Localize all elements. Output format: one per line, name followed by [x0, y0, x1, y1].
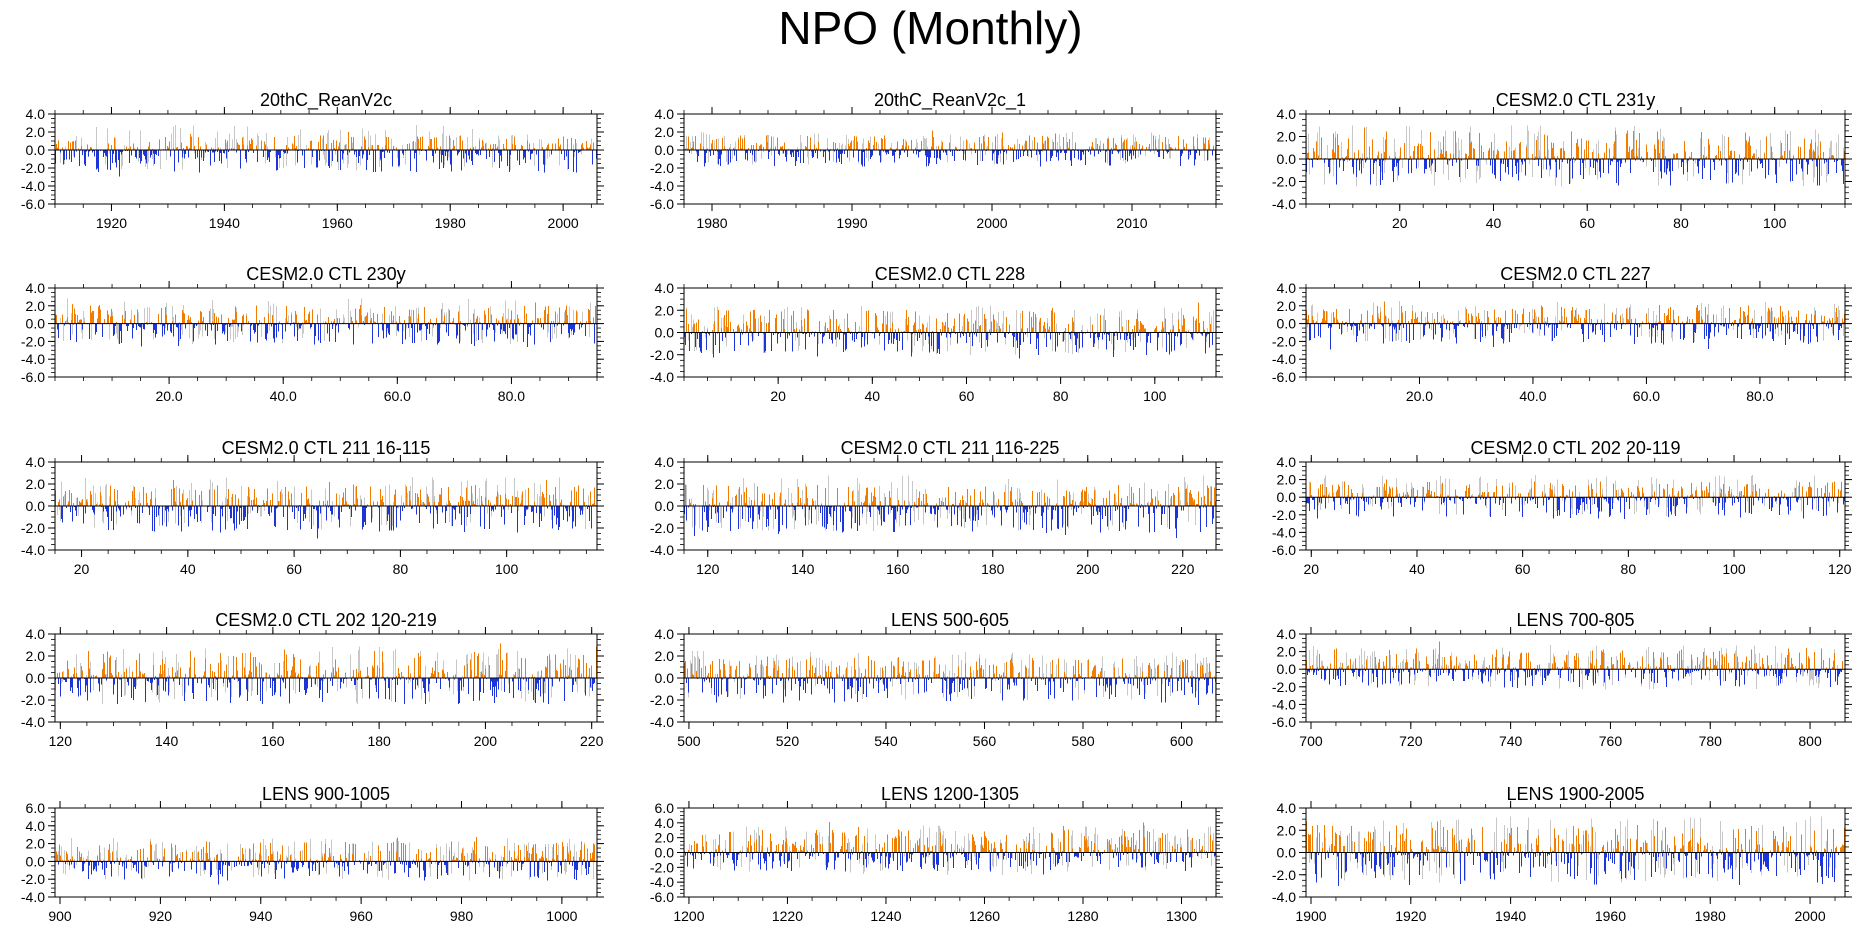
y-tick-label: -2.0 — [650, 347, 674, 363]
x-tick-label: 80.0 — [498, 388, 525, 404]
x-tick-label: 60 — [1579, 215, 1595, 231]
x-tick-label: 20 — [770, 388, 786, 404]
bar-series — [54, 124, 598, 177]
y-tick-label: -6.0 — [650, 196, 674, 212]
figure-title: NPO (Monthly) — [0, 2, 1861, 54]
x-tick-label: 1940 — [209, 215, 240, 231]
x-tick-label: 20.0 — [155, 388, 182, 404]
y-tick-label: 0.0 — [26, 142, 46, 158]
y-tick-label: 4.0 — [26, 280, 46, 296]
panel-title: CESM2.0 CTL 211 16-115 — [222, 438, 431, 458]
y-tick-label: 2.0 — [655, 302, 675, 318]
x-tick-label: 60 — [959, 388, 975, 404]
y-tick-label: -2.0 — [21, 333, 45, 349]
y-tick-label: 4.0 — [1277, 106, 1297, 122]
y-tick-label: 2.0 — [1277, 298, 1297, 314]
panel-title: 20thC_ReanV2c — [260, 90, 392, 111]
y-tick-label: 2.0 — [26, 298, 46, 314]
panel-2: 20thC_ReanV2c_1 4.0 2.0 0.0 -2.0 -4.0 -6.0 1980… — [650, 90, 1223, 231]
panel-5: CESM2.0 CTL 228 4.0 2.0 0.0 -2.0 -4.0 20 40 60 80… — [650, 264, 1223, 404]
x-tick-label: 1960 — [322, 215, 353, 231]
panel-7: CESM2.0 CTL 211 16-1154.02.00.0-2.0-4.02… — [21, 438, 604, 577]
x-tick-label: 40.0 — [270, 388, 297, 404]
y-tick-label: 4.0 — [1277, 280, 1297, 296]
y-tick-label: -2.0 — [1272, 174, 1296, 190]
panel-title: CESM2.0 CTL 227 — [1500, 264, 1650, 284]
x-tick-label: 40 — [865, 388, 881, 404]
panel-title: CESM2.0 CTL 228 — [875, 264, 1025, 284]
y-tick-label: 2.0 — [655, 124, 675, 140]
panel-title: CESM2.0 CTL 230y — [246, 264, 405, 284]
y-tick-label: 2.0 — [26, 124, 46, 140]
x-tick-label: 100 — [1143, 388, 1167, 404]
x-tick-label: 60.0 — [1633, 388, 1660, 404]
bar-series — [1305, 125, 1846, 187]
panel-3: CESM2.0 CTL 231y 4.0 2.0 0.0 -2.0 -4.0 20 40 60 8… — [1272, 90, 1852, 231]
x-tick-label: 1990 — [836, 215, 867, 231]
x-tick-label: 80 — [1673, 215, 1689, 231]
x-tick-label: 1980 — [435, 215, 466, 231]
x-tick-label: 1920 — [96, 215, 127, 231]
x-tick-label: 2000 — [976, 215, 1007, 231]
bar-series — [54, 298, 598, 347]
x-tick-label: 100 — [1763, 215, 1787, 231]
x-tick-label: 20.0 — [1406, 388, 1433, 404]
y-tick-label: -4.0 — [650, 178, 674, 194]
panel-6: CESM2.0 CTL 227 4.0 2.0 0.0-2.0 -4.0 -6.0 20.0… — [1272, 264, 1852, 404]
y-tick-label: 4.0 — [655, 106, 675, 122]
x-tick-label: 2000 — [548, 215, 579, 231]
y-tick-label: 4.0 — [655, 280, 675, 296]
bar-series — [1305, 301, 1846, 350]
plot-frame — [683, 113, 1217, 205]
y-tick-label: -6.0 — [21, 369, 45, 385]
y-tick-label: -4.0 — [1272, 351, 1296, 367]
x-tick-label: 40.0 — [1519, 388, 1546, 404]
y-tick-label: -2.0 — [1272, 333, 1296, 349]
x-tick-label: 60.0 — [384, 388, 411, 404]
y-tick-label: 0.0 — [1277, 151, 1297, 167]
x-tick-label: 40 — [1486, 215, 1502, 231]
x-tick-label: 80.0 — [1746, 388, 1773, 404]
y-tick-label: -4.0 — [1272, 196, 1296, 212]
bar-series — [683, 130, 1217, 167]
y-tick-label: 0.0 — [1277, 316, 1297, 332]
y-tick-label: -4.0 — [21, 178, 45, 194]
y-tick-label: 2.0 — [1277, 129, 1297, 145]
y-tick-label: -2.0 — [21, 160, 45, 176]
x-tick-label: 20 — [1392, 215, 1408, 231]
x-tick-label: 2010 — [1116, 215, 1147, 231]
x-tick-label: 80 — [1053, 388, 1069, 404]
plot-frame — [1305, 287, 1846, 378]
panel-1: 20thC_ReanV2c 4.0 2.0 0.0 -2.0 -4.0 -6.0 1920 19… — [21, 90, 604, 231]
y-tick-label: 0.0 — [655, 142, 675, 158]
y-tick-label: 0.0 — [26, 316, 46, 332]
panel-title: 20thC_ReanV2c_1 — [874, 90, 1026, 111]
y-tick-label: -6.0 — [1272, 369, 1296, 385]
y-tick-label: -4.0 — [650, 369, 674, 385]
y-tick-label: -6.0 — [21, 196, 45, 212]
y-tick-label: 4.0 — [26, 106, 46, 122]
bar-series — [683, 302, 1217, 359]
panel-title: CESM2.0 CTL 231y — [1496, 90, 1655, 110]
y-tick-label: 0.0 — [655, 325, 675, 341]
panel-4: CESM2.0 CTL 230y 4.0 2.0 0.0-2.0 -4.0 -6.0 20.… — [21, 264, 604, 404]
plot-frame — [54, 113, 598, 205]
y-tick-label: -4.0 — [21, 351, 45, 367]
y-tick-label: -2.0 — [650, 160, 674, 176]
x-tick-label: 1980 — [696, 215, 727, 231]
